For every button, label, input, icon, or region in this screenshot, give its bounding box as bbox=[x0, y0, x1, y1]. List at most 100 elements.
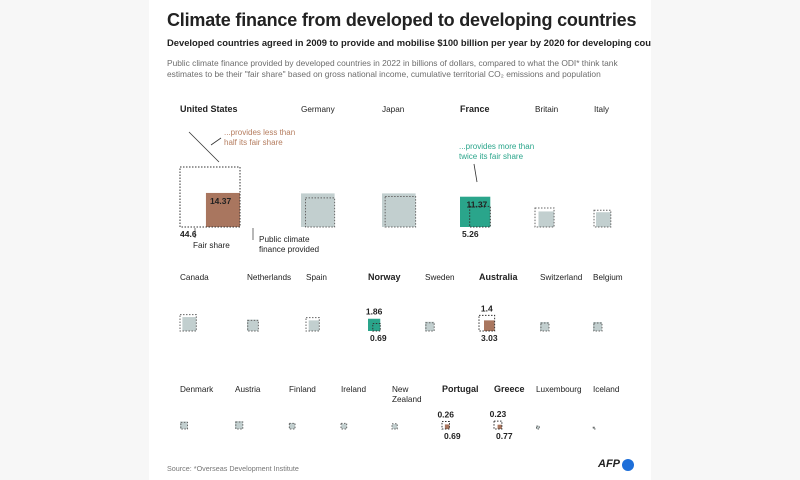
country-label-sweden: Sweden bbox=[425, 273, 455, 282]
fair-share-square-luxembourg bbox=[536, 425, 540, 430]
provided-square-sweden bbox=[425, 321, 435, 331]
country-label-netherlands: Netherlands bbox=[247, 273, 291, 282]
country-label-portugal: Portugal bbox=[442, 384, 479, 394]
provided-square-iceland bbox=[593, 426, 596, 429]
fair-share-square-japan bbox=[384, 196, 417, 228]
fair-share-square-portugal bbox=[441, 421, 450, 430]
fair-share-square-new-zealand bbox=[391, 423, 398, 430]
fair-share-square-italy bbox=[593, 209, 612, 228]
country-label-japan: Japan bbox=[382, 105, 405, 114]
provided-value-greece: 0.23 bbox=[490, 409, 507, 419]
fair-share-value-france: 5.26 bbox=[462, 229, 479, 239]
fair-share-value-greece: 0.77 bbox=[496, 431, 513, 441]
fair-share-square-britain bbox=[534, 207, 555, 228]
annotation-more-than-twice-line2: twice its fair share bbox=[459, 152, 524, 161]
provided-caption: Public climate bbox=[259, 235, 310, 244]
country-label-spain: Spain bbox=[306, 273, 327, 282]
afp-logo-dot bbox=[622, 459, 634, 471]
provided-value-portugal: 0.26 bbox=[437, 410, 454, 420]
country-label-iceland: Iceland bbox=[593, 385, 620, 394]
fair-share-square-norway bbox=[372, 323, 381, 332]
provided-square-ireland bbox=[341, 423, 347, 429]
annotation-arrow-france bbox=[473, 163, 478, 183]
fair-share-square-canada bbox=[179, 314, 197, 332]
country-label-britain: Britain bbox=[535, 105, 559, 114]
country-label-germany: Germany bbox=[301, 105, 336, 114]
country-label-ireland: Ireland bbox=[341, 385, 366, 394]
country-label-belgium: Belgium bbox=[593, 273, 623, 282]
provided-square-luxembourg bbox=[536, 425, 540, 429]
country-label-new-zealand-line2: Zealand bbox=[392, 395, 422, 404]
provided-square-australia bbox=[484, 320, 495, 331]
provided-square-switzerland bbox=[540, 322, 549, 331]
provided-square-japan bbox=[382, 193, 416, 227]
provided-value-norway: 1.86 bbox=[366, 307, 383, 317]
fair-share-square-greece bbox=[493, 420, 503, 430]
afp-logo: AFP bbox=[598, 458, 620, 470]
annotation-less-than-half: ...provides less than bbox=[224, 128, 295, 137]
fair-share-square-netherlands bbox=[247, 319, 259, 332]
intro-line-1: Public climate finance provided by devel… bbox=[167, 58, 618, 68]
chart-subtitle: Developed countries agreed in 2009 to pr… bbox=[167, 37, 651, 48]
provided-square-new-zealand bbox=[392, 424, 398, 429]
annotation-arrow-us bbox=[188, 131, 220, 163]
fair-share-square-iceland bbox=[592, 426, 596, 430]
country-label-switzerland: Switzerland bbox=[540, 273, 583, 282]
provided-value-france: 11.37 bbox=[466, 200, 487, 210]
provided-square-belgium bbox=[593, 322, 602, 331]
provided-value-united-states: 14.37 bbox=[210, 196, 232, 206]
annotation-less-than-half-line2: half its fair share bbox=[224, 138, 283, 147]
chart-title: Climate finance from developed to develo… bbox=[167, 10, 637, 30]
fair-share-value-portugal: 0.69 bbox=[444, 431, 461, 441]
provided-square-spain bbox=[308, 320, 320, 331]
fair-share-caption: Fair share bbox=[193, 241, 230, 250]
fair-share-square-australia bbox=[478, 314, 496, 332]
fair-share-square-denmark bbox=[180, 421, 189, 430]
provided-square-netherlands bbox=[247, 319, 259, 331]
provided-square-denmark bbox=[180, 421, 188, 429]
country-label-united-states: United States bbox=[180, 104, 238, 114]
country-label-france: France bbox=[460, 104, 490, 114]
fair-share-square-germany bbox=[305, 197, 336, 228]
country-label-australia: Australia bbox=[479, 272, 519, 282]
fair-share-square-france bbox=[469, 205, 491, 228]
country-label-new-zealand: New bbox=[392, 385, 408, 394]
provided-square-italy bbox=[596, 212, 611, 227]
provided-caption-line2: finance provided bbox=[259, 245, 320, 254]
provided-square-canada bbox=[182, 317, 197, 331]
provided-square-portugal bbox=[444, 424, 450, 429]
provided-square-finland bbox=[289, 422, 296, 429]
fair-share-square-switzerland bbox=[540, 322, 550, 332]
chart-intro: Public climate finance provided by devel… bbox=[167, 58, 637, 80]
annotation-more-than-twice: ...provides more than bbox=[459, 142, 534, 151]
provided-square-france bbox=[460, 196, 491, 227]
intro-line-2: estimates to be their "fair share" based… bbox=[167, 69, 601, 79]
provided-square-norway bbox=[368, 318, 381, 331]
fair-share-square-united-states bbox=[179, 166, 241, 228]
country-label-austria: Austria bbox=[235, 385, 261, 394]
provided-value-australia: 1.4 bbox=[481, 303, 493, 313]
squares-chart: United States 44.6 14.37 Germany Japan France… bbox=[179, 104, 623, 441]
fair-share-value-australia: 3.03 bbox=[481, 333, 498, 343]
country-label-italy: Italy bbox=[594, 105, 610, 114]
country-label-canada: Canada bbox=[180, 273, 209, 282]
provided-square-germany bbox=[301, 193, 335, 227]
country-label-norway: Norway bbox=[368, 272, 401, 282]
fair-share-square-austria bbox=[235, 421, 244, 430]
source-note: Source: *Overseas Development Institute bbox=[167, 464, 299, 473]
provided-square-greece bbox=[497, 424, 502, 429]
fair-share-square-spain bbox=[305, 317, 320, 332]
country-label-denmark: Denmark bbox=[180, 385, 214, 394]
provided-square-britain bbox=[538, 211, 555, 227]
country-label-greece: Greece bbox=[494, 384, 525, 394]
fair-share-value-united-states: 44.6 bbox=[180, 229, 197, 239]
fair-share-square-belgium bbox=[593, 322, 603, 332]
fair-share-value-norway: 0.69 bbox=[370, 333, 387, 343]
provided-square-united-states bbox=[205, 192, 240, 227]
country-label-luxembourg: Luxembourg bbox=[536, 385, 582, 394]
provided-square-austria bbox=[235, 421, 243, 429]
infographic-card: Climate finance from developed to develo… bbox=[149, 0, 651, 480]
fair-share-square-sweden bbox=[425, 322, 435, 332]
annotation-pointer-us bbox=[210, 137, 222, 146]
country-label-finland: Finland bbox=[289, 385, 316, 394]
